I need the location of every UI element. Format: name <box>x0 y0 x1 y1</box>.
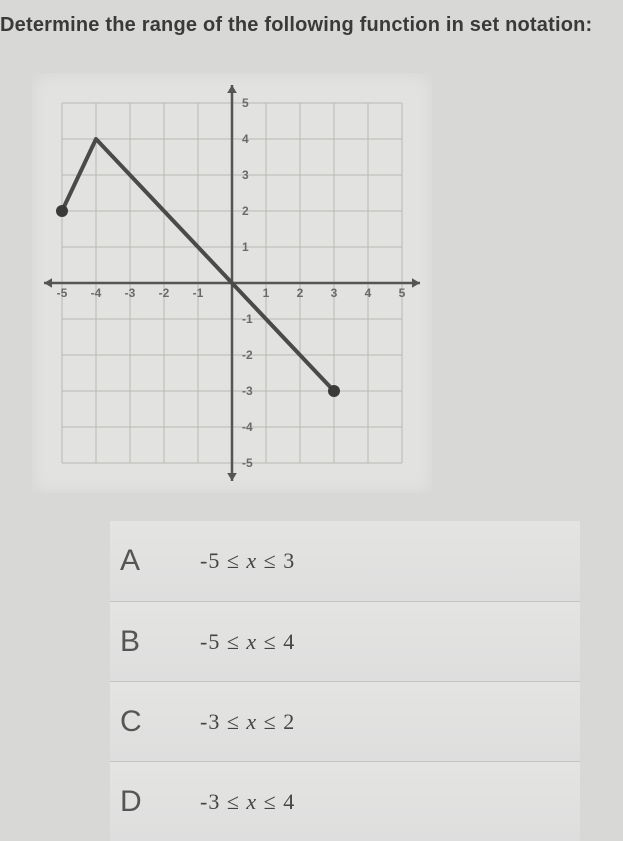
svg-text:5: 5 <box>242 96 249 110</box>
answer-expression: -5 ≤ x ≤ 3 <box>200 548 295 574</box>
svg-text:2: 2 <box>242 204 249 218</box>
answer-list: A -5 ≤ x ≤ 3 B -5 ≤ x ≤ 4 C -3 ≤ x ≤ 2 D… <box>110 521 580 841</box>
answer-choice-a[interactable]: A -5 ≤ x ≤ 3 <box>110 521 580 601</box>
svg-text:1: 1 <box>263 286 270 300</box>
function-graph: -5 -4 -3 -2 -1 1 2 3 4 5 -5 -4 -3 -2 -1 1 2 3 4 5 <box>32 73 432 493</box>
svg-text:3: 3 <box>242 168 249 182</box>
svg-text:2: 2 <box>297 286 304 300</box>
answer-letter: A <box>110 544 200 578</box>
svg-text:-4: -4 <box>91 286 102 300</box>
answer-letter: B <box>110 625 200 659</box>
svg-text:5: 5 <box>399 286 406 300</box>
svg-text:-4: -4 <box>242 420 253 434</box>
svg-text:-1: -1 <box>242 312 253 326</box>
svg-text:-3: -3 <box>242 384 253 398</box>
svg-text:3: 3 <box>331 286 338 300</box>
svg-text:-2: -2 <box>159 286 170 300</box>
svg-text:-2: -2 <box>242 348 253 362</box>
answer-expression: -3 ≤ x ≤ 2 <box>200 709 295 735</box>
answer-expression: -3 ≤ x ≤ 4 <box>200 789 295 815</box>
answer-choice-b[interactable]: B -5 ≤ x ≤ 4 <box>110 601 580 681</box>
svg-text:4: 4 <box>242 132 249 146</box>
svg-text:4: 4 <box>365 286 372 300</box>
answer-expression: -5 ≤ x ≤ 4 <box>200 629 295 655</box>
svg-text:-3: -3 <box>125 286 136 300</box>
svg-text:-5: -5 <box>242 456 253 470</box>
answer-letter: C <box>110 705 200 739</box>
svg-text:1: 1 <box>242 240 249 254</box>
question-text: Determine the range of the following fun… <box>0 14 623 37</box>
svg-text:-1: -1 <box>193 286 204 300</box>
svg-text:-5: -5 <box>57 286 68 300</box>
answer-choice-c[interactable]: C -3 ≤ x ≤ 2 <box>110 681 580 761</box>
answer-letter: D <box>110 785 200 819</box>
graph-svg: -5 -4 -3 -2 -1 1 2 3 4 5 -5 -4 -3 -2 -1 1 2 3 4 5 <box>32 73 432 493</box>
answer-choice-d[interactable]: D -3 ≤ x ≤ 4 <box>110 761 580 841</box>
